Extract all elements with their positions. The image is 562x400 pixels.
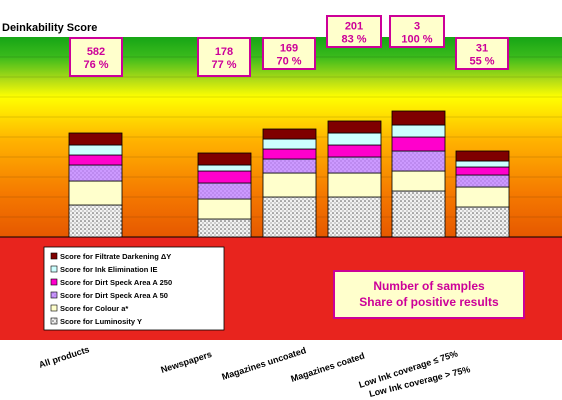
bar-segment-c2-s2: [262, 158, 317, 174]
bar-segment-c3-s1: [327, 172, 382, 198]
annotation-box-5: [455, 37, 509, 70]
bar-segment-c2-s1: [262, 172, 317, 198]
legend-label-4: Score for Colour a*: [60, 304, 128, 313]
bar-segment-c2-s0: [262, 196, 317, 238]
legend-label-3: Score for Dirt Speck Area A 50: [60, 291, 168, 300]
bar-segment-c1-s1: [197, 198, 252, 220]
annotation-share-0: 76 %: [83, 59, 108, 71]
legend-swatch-1: [50, 265, 58, 273]
bar-segment-c0-s2: [68, 164, 123, 182]
annotation-box-2: [262, 37, 316, 70]
bar-segment-c2-s4: [262, 138, 317, 150]
legend: Score for Filtrate Darkening ΔY Score for…: [43, 246, 225, 331]
category-label-1: Newspapers: [160, 349, 214, 375]
legend-swatch-2: [50, 278, 58, 286]
annotation-count-1: 178: [215, 46, 233, 58]
category-label-0: All products: [38, 344, 91, 370]
legend-label-0: Score for Filtrate Darkening ΔY: [60, 252, 171, 261]
bar-segment-c0-s5: [68, 132, 123, 146]
bar-segment-c4-s0: [391, 190, 446, 238]
bar-segment-c5-s0: [455, 206, 510, 238]
legend-swatch-4: [50, 304, 58, 312]
annotation-share-5: 55 %: [469, 56, 494, 68]
bars-layer: [68, 110, 510, 238]
chart-title: Deinkability Score: [2, 22, 97, 34]
legend-box: [43, 246, 225, 331]
bar-segment-c3-s0: [327, 196, 382, 238]
note-box: Number of samples Share of positive resu…: [333, 270, 525, 319]
bar-segment-c0-s1: [68, 180, 123, 206]
annotation-box-4: [389, 15, 445, 48]
legend-label-2: Score for Dirt Speck Area A 250: [60, 278, 172, 287]
annotation-share-4: 100 %: [401, 34, 432, 46]
annotation-count-5: 31: [476, 43, 488, 55]
annotation-count-2: 169: [280, 43, 298, 55]
bar-segment-c4-s1: [391, 170, 446, 192]
bar-segment-c2-s5: [262, 128, 317, 140]
bar-segment-c3-s5: [327, 120, 382, 134]
bar-segment-c0-s0: [68, 204, 123, 238]
bar-segment-c1-s5: [197, 152, 252, 166]
annotation-share-2: 70 %: [276, 56, 301, 68]
annotation-count-0: 582: [87, 46, 105, 58]
bar-segment-c1-s2: [197, 182, 252, 200]
annotation-share-3: 83 %: [341, 34, 366, 46]
legend-swatch-5: [50, 317, 58, 325]
legend-label-1: Score for Ink Elimination IE: [60, 265, 158, 274]
bar-segment-c4-s3: [391, 136, 446, 152]
bar-segment-c3-s4: [327, 132, 382, 146]
bar-segment-c1-s4: [197, 164, 252, 172]
note-line-2: Share of positive results: [359, 295, 499, 309]
bar-segment-c5-s3: [455, 166, 510, 176]
legend-items: Score for Filtrate Darkening ΔY Score for…: [50, 252, 172, 326]
annotation-count-3: 201: [345, 21, 363, 33]
category-labels: All products Newspapers Magazines uncoated…: [38, 344, 472, 399]
bar-segment-c5-s5: [455, 150, 510, 162]
legend-label-5: Score for Luminosity Y: [60, 317, 142, 326]
bar-segment-c4-s2: [391, 150, 446, 172]
legend-swatch-3: [50, 291, 58, 299]
annotation-share-1: 77 %: [211, 59, 236, 71]
bar-segment-c5-s4: [455, 160, 510, 168]
bar-segment-c2-s3: [262, 148, 317, 160]
annotation-count-4: 3: [414, 21, 420, 33]
bar-segment-c4-s5: [391, 110, 446, 126]
bar-segment-c3-s2: [327, 156, 382, 174]
bar-segment-c4-s4: [391, 124, 446, 138]
legend-swatch-0: [50, 252, 58, 260]
bar-segment-c5-s1: [455, 186, 510, 208]
bar-segment-c0-s3: [68, 154, 123, 166]
note-frame: [333, 270, 525, 319]
annotation-box-0: [69, 37, 123, 77]
bar-segment-c0-s4: [68, 144, 123, 156]
bar-segment-c1-s3: [197, 170, 252, 184]
note-line-1: Number of samples: [373, 279, 485, 293]
bar-segment-c5-s2: [455, 174, 510, 188]
bar-segment-c3-s3: [327, 144, 382, 158]
bar-segment-c1-s0: [197, 218, 252, 238]
annotation-box-1: [197, 37, 251, 77]
annotation-box-3: [326, 15, 382, 48]
